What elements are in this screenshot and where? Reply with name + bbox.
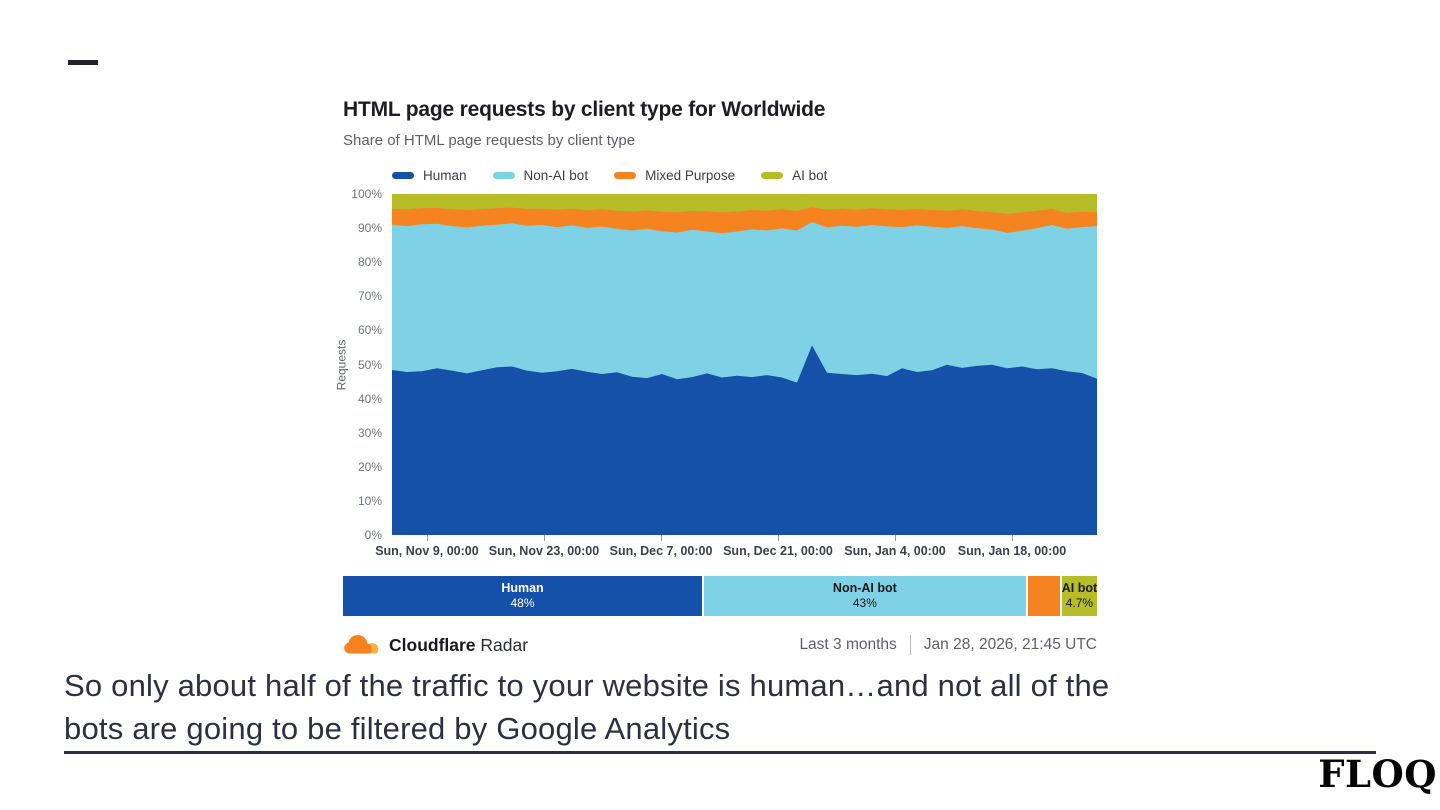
bar-segment-value: 48% [510, 596, 535, 611]
caption-line-1: So only about half of the traffic to you… [64, 668, 1110, 703]
bar-segment-label: Non-AI bot [832, 580, 897, 595]
x-axis-tickmarks [392, 535, 1097, 542]
y-tick-label: 40% [357, 391, 382, 406]
time-range-label: Last 3 months [799, 636, 897, 653]
bar-segment [1027, 576, 1060, 616]
legend-item: Human [392, 168, 467, 183]
y-tick-label: 70% [357, 289, 382, 304]
slide-caption: So only about half of the traffic to you… [64, 664, 1376, 754]
x-axis-tickmark [895, 535, 897, 541]
y-tick-label: 20% [357, 459, 382, 474]
legend-label: Mixed Purpose [645, 167, 736, 183]
legend-swatch-icon [392, 171, 414, 179]
x-axis-tickmark [777, 535, 779, 541]
bar-segment: AI bot 4.7% [1061, 576, 1097, 616]
legend-item: AI bot [761, 168, 827, 183]
x-axis-tickmark [661, 535, 663, 541]
chart-legend: Human Non-AI bot Mixed Purpose AI bot [392, 167, 827, 183]
x-tick-label: Sun, Nov 9, 00:00 [375, 544, 479, 558]
y-axis-tick-labels: 0% 10% 20% 30% 40% 50% 60% 70% 80% 90% 100% [343, 187, 387, 542]
bar-segment-value: 43% [852, 596, 877, 611]
legend-label: AI bot [792, 167, 828, 183]
footer-separator [909, 635, 911, 655]
x-tick-label: Sun, Jan 18, 00:00 [957, 544, 1067, 558]
y-tick-label: 50% [357, 357, 382, 372]
x-tick-label: Sun, Nov 23, 00:00 [488, 544, 600, 558]
chart-subtitle: Share of HTML page requests by client ty… [343, 132, 636, 149]
y-tick-label: 30% [357, 425, 382, 440]
y-tick-label: 10% [357, 493, 382, 508]
floq-logo: FLOQ [1318, 752, 1437, 796]
stacked-area-svg [392, 194, 1097, 535]
x-tick-label: Sun, Dec 21, 00:00 [723, 544, 833, 558]
y-tick-label: 0% [364, 528, 382, 542]
bar-segment: Human 48% [343, 576, 703, 616]
x-axis-tickmark [1011, 535, 1013, 541]
radar-brand: Radar [480, 634, 529, 655]
legend-label: Human [423, 167, 467, 183]
chart-footer: Cloudflare Radar Last 3 months Jan 28, 2… [343, 629, 1097, 661]
cloudflare-radar-wordmark: Cloudflare Radar [389, 635, 528, 656]
legend-label: Non-AI bot [523, 167, 589, 183]
legend-item: Mixed Purpose [614, 168, 735, 183]
bar-segment-label: Human [501, 580, 544, 595]
y-tick-label: 100% [351, 187, 382, 201]
legend-swatch-icon [614, 171, 637, 179]
chart-title: HTML page requests by client type for Wo… [343, 98, 826, 121]
x-tick-label: Sun, Jan 4, 00:00 [844, 544, 946, 558]
legend-swatch-icon [761, 171, 784, 179]
bar-segment-value: 4.7% [1065, 596, 1094, 611]
plot-area: Requests 0% 10% 20% 30% 40% 50% 60% 70% 80% 90% 10… [334, 187, 1097, 604]
legend-swatch-icon [492, 171, 515, 179]
timestamp-label: Jan 28, 2026, 21:45 UTC [923, 636, 1097, 653]
caption-line-2: bots are going to be filtered by Google … [64, 707, 1376, 754]
x-tick-label: Sun, Dec 7, 00:00 [609, 544, 713, 558]
y-tick-label: 90% [357, 221, 382, 236]
bar-segment: Non-AI bot 43% [704, 576, 1026, 616]
legend-item: Non-AI bot [492, 167, 589, 183]
slide-dash-accent [68, 60, 98, 65]
bar-segment-label: AI bot [1061, 580, 1097, 595]
x-axis-tickmark [426, 535, 428, 541]
y-tick-label: 80% [357, 255, 382, 270]
cloudflare-brand-bold: Cloudflare [389, 634, 476, 655]
cloudflare-cloud-icon [343, 633, 379, 657]
x-axis-tickmark [543, 535, 545, 541]
share-summary-bar: Human 48% Non-AI bot 43% AI bot 4.7% [343, 576, 1097, 616]
x-axis-tick-labels: Sun, Nov 9, 00:00 Sun, Nov 23, 00:00 Sun, … [375, 544, 1097, 560]
y-tick-label: 60% [357, 323, 382, 338]
